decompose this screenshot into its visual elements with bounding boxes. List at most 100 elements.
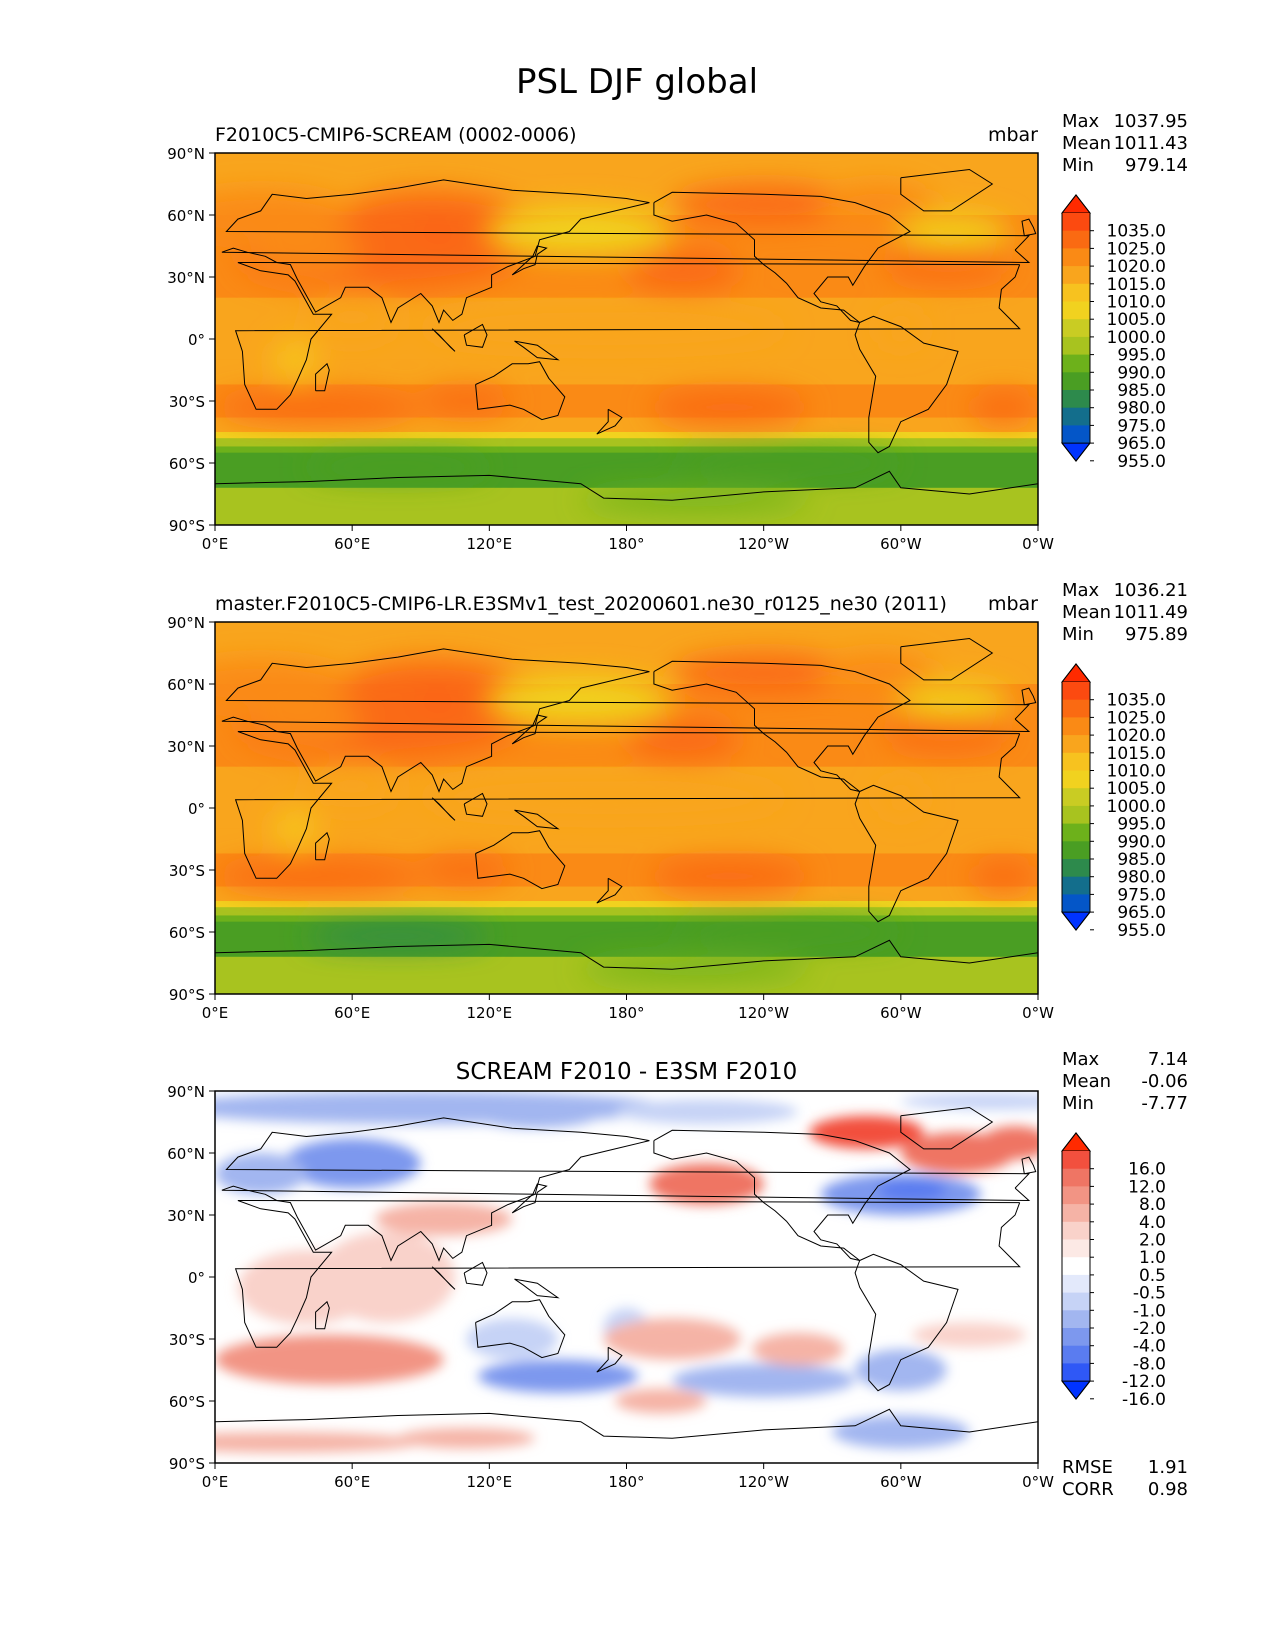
colorbar-segment [1062, 770, 1090, 789]
colorbar-tick-label: 1005.0 [1107, 310, 1166, 330]
lon-tick-label: 0°W [1022, 535, 1054, 553]
field-band [215, 828, 1038, 854]
lat-tick-label: 90°N [167, 1083, 205, 1101]
field-blob [489, 675, 673, 726]
field-blob [832, 1415, 970, 1449]
colorbar-segment [1062, 1292, 1090, 1311]
stat-label-rmse: RMSE [1062, 1457, 1113, 1478]
colorbar-segment [1062, 301, 1090, 320]
colorbar-segment [1062, 1274, 1090, 1293]
field-blob [306, 766, 398, 808]
colorbar-tick-label: 8.0 [1139, 1195, 1166, 1215]
stat-value-min: 979.14 [1125, 155, 1188, 176]
colorbar-tick-label: 955.0 [1117, 452, 1166, 472]
lat-tick-label: 0° [188, 800, 205, 818]
field-blob [820, 653, 936, 695]
lon-tick-label: 60°E [334, 1473, 370, 1491]
lat-tick-label: 60°S [169, 924, 205, 942]
field-blob [420, 781, 787, 815]
field-blob [615, 1099, 798, 1125]
colorbar-segment [1062, 1257, 1090, 1276]
colorbar-segment [1062, 1168, 1090, 1187]
coastline [234, 262, 1021, 410]
colorbar-segment [1062, 407, 1090, 426]
coastline [514, 340, 560, 361]
field-blob [672, 921, 901, 943]
lat-tick-label: 60°N [167, 1145, 205, 1163]
coastline [315, 362, 330, 392]
field-blob [477, 1359, 638, 1393]
coastline [900, 637, 994, 681]
coastline [1021, 687, 1037, 706]
colorbar-tick-label: 2.0 [1139, 1231, 1166, 1251]
coastline [215, 939, 1038, 970]
colorbar-segment [1062, 1221, 1090, 1240]
field-blob [580, 958, 810, 980]
colorbar-tick-label: -0.5 [1133, 1284, 1166, 1304]
colorbar-segment [1062, 1186, 1090, 1205]
coastline [514, 809, 560, 830]
colorbar-segment [1062, 876, 1090, 895]
coastline [475, 361, 566, 421]
lat-tick-label: 30°S [169, 1331, 205, 1349]
stat-label-min: Min [1062, 1093, 1094, 1114]
field-blob [466, 1318, 558, 1360]
lon-tick-label: 60°W [880, 535, 922, 553]
field-blob [855, 1349, 947, 1391]
lon-tick-label: 0°E [202, 535, 229, 553]
stat-label-mean: Mean [1062, 133, 1111, 154]
colorbar-tick-label: 1000.0 [1107, 328, 1166, 348]
field-blob [580, 489, 810, 511]
lon-tick-label: 0°E [202, 1004, 229, 1022]
stat-value-rmse: 1.91 [1148, 1457, 1188, 1478]
colorbar-tick-label: 975.0 [1117, 416, 1166, 436]
field-blob [809, 1115, 924, 1149]
panel-ref: master.F2010C5-CMIP6-LR.E3SMv1_test_2020… [167, 580, 1188, 1022]
lon-tick-label: 60°E [334, 535, 370, 553]
colorbar-segment [1062, 859, 1090, 878]
lon-tick-label: 0°E [202, 1473, 229, 1491]
coastline [234, 1200, 1021, 1348]
colorbar-tick-label: 995.0 [1117, 815, 1166, 835]
field-band [215, 915, 1038, 923]
lat-tick-label: 90°N [167, 614, 205, 632]
panel-units: mbar [988, 124, 1038, 146]
colorbar-tick-label: 1035.0 [1107, 222, 1166, 242]
field-blob [969, 861, 1038, 891]
colorbar-tick-label: 1.0 [1139, 1248, 1166, 1268]
map-field [215, 1091, 1038, 1463]
lat-tick-label: 0° [188, 331, 205, 349]
field-band [215, 622, 1038, 648]
lat-tick-label: 30°N [167, 269, 205, 287]
colorbar-tick-label: -16.0 [1122, 1390, 1166, 1410]
field-blob [615, 1388, 707, 1414]
field-blob [397, 1427, 536, 1449]
colorbar-segment [1062, 841, 1090, 860]
coastline [475, 830, 566, 890]
coastline [1021, 1156, 1037, 1175]
colorbar-extend-max [1060, 663, 1092, 683]
lon-tick-label: 120°E [467, 1004, 513, 1022]
field-blob [420, 857, 513, 883]
coastline [596, 408, 623, 435]
coastline [234, 731, 1021, 879]
field-blob [672, 452, 901, 474]
lon-tick-label: 180° [608, 1473, 644, 1491]
coastline [854, 784, 959, 923]
colorbar-tick-label: 995.0 [1117, 346, 1166, 366]
field-blob [820, 184, 936, 226]
coastline [511, 714, 548, 745]
colorbar-segment [1062, 735, 1090, 754]
coastline [596, 877, 623, 904]
coastline [315, 1300, 330, 1330]
field-band [215, 907, 1038, 916]
colorbar-tick-label: 0.5 [1139, 1266, 1166, 1286]
field-blob [603, 1318, 741, 1360]
stat-label-min: Min [1062, 624, 1094, 645]
colorbar-extend-min [1060, 442, 1092, 462]
field-blob [980, 1126, 1038, 1160]
colorbar-segment [1062, 1204, 1090, 1223]
lat-tick-label: 60°N [167, 676, 205, 694]
coastline [431, 797, 456, 821]
